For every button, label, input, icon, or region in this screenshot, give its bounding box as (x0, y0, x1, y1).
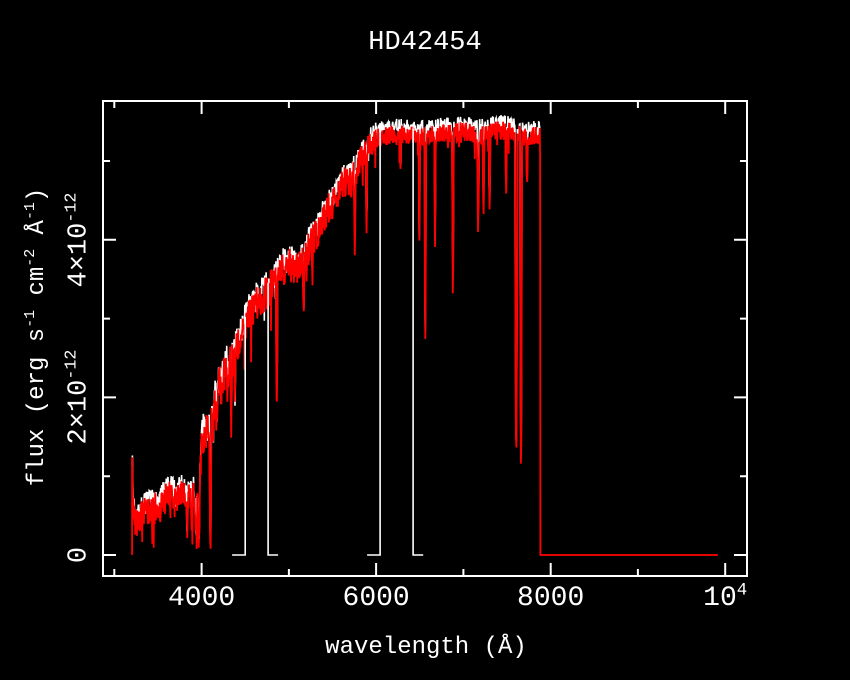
x-axis-label: wavelength (Å) (325, 634, 527, 661)
y-tick-label: 2×10-12 (62, 349, 95, 445)
x-tick-label: 4000 (167, 583, 236, 614)
white-zero-gap-features (232, 128, 424, 556)
plot-title: HD42454 (368, 28, 482, 58)
x-tick-label: 8000 (517, 583, 585, 614)
y-axis-label: flux (erg s-1 cm-2 Å-1) (23, 187, 51, 487)
y-tick-label: 4×10-12 (62, 192, 95, 288)
x-tick-label: 6000 (342, 583, 410, 614)
axes-box-and-ticks (102, 100, 748, 577)
red-spectrum-line (131, 121, 718, 556)
x-tick-label: 104 (703, 581, 748, 614)
y-tick-label: 0 (64, 546, 95, 564)
